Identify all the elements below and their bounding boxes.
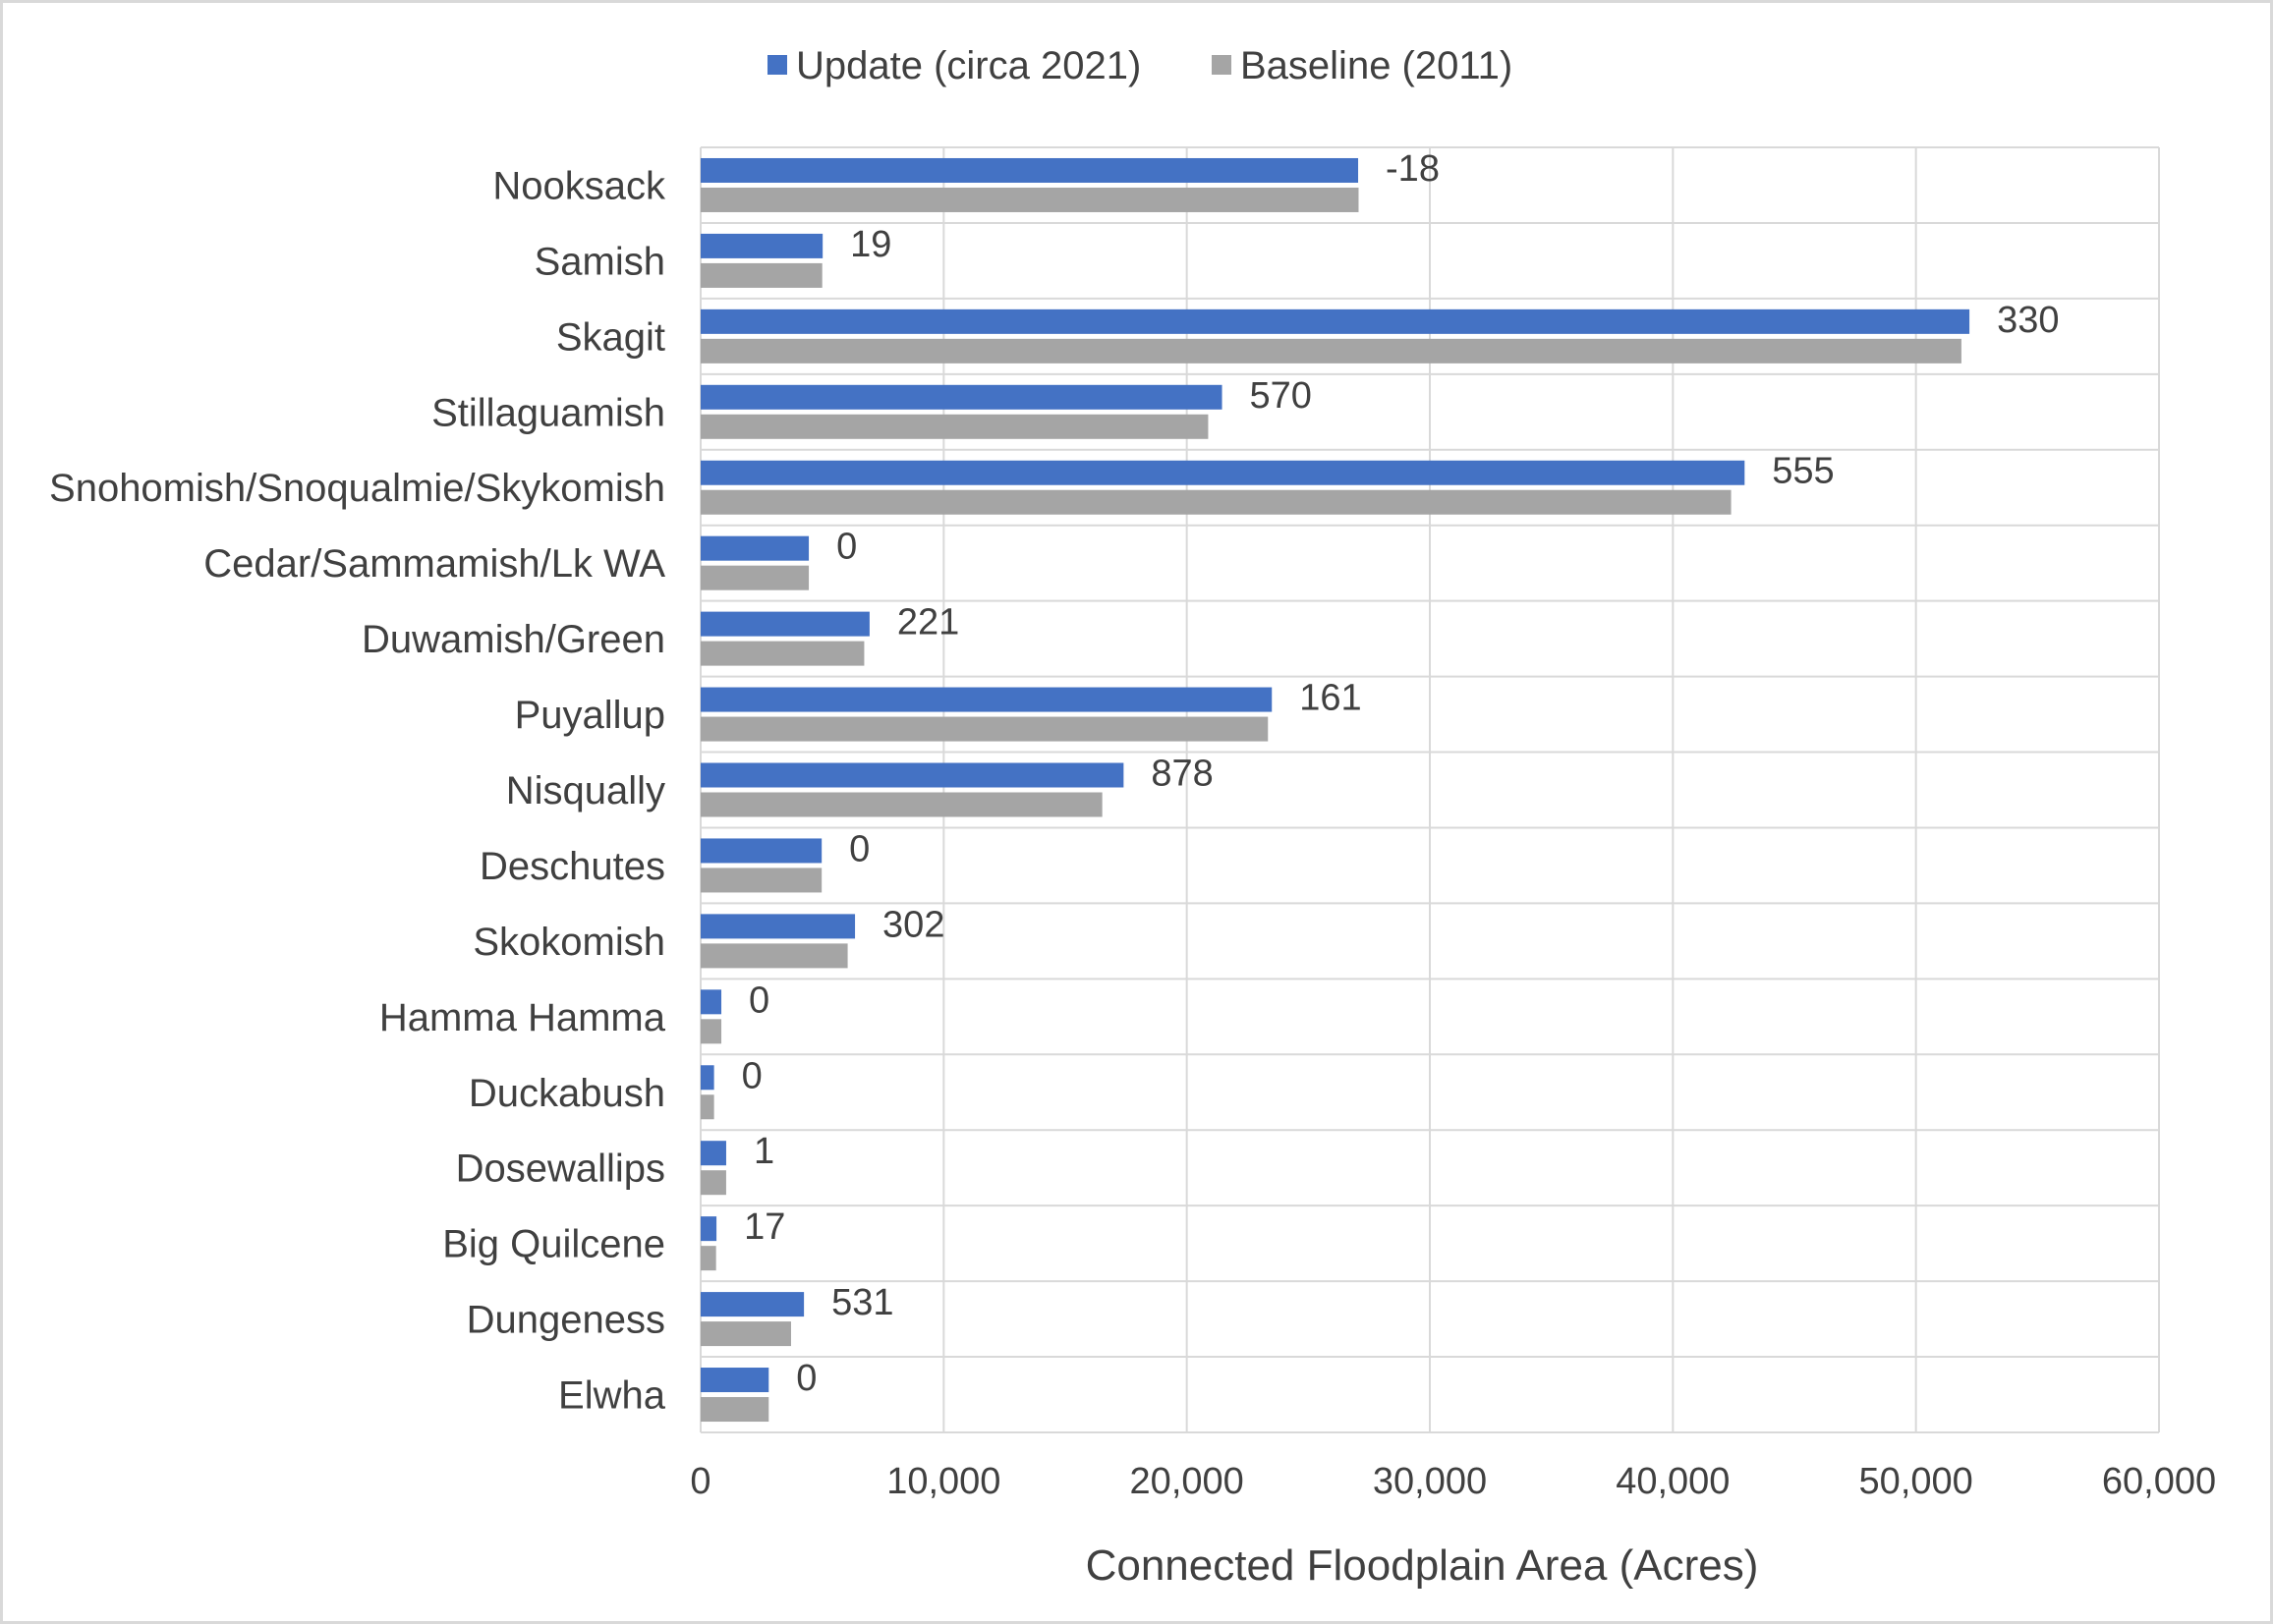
category-label: Deschutes — [480, 845, 665, 888]
bar-update — [701, 1141, 726, 1166]
category-label: Hamma Hamma — [379, 996, 666, 1039]
bar-update — [701, 687, 1273, 712]
bar-update — [701, 157, 1359, 183]
bar-update — [701, 611, 870, 637]
bar-update — [701, 914, 856, 939]
data-label: 0 — [849, 828, 870, 869]
x-tick-label: 20,000 — [1130, 1461, 1244, 1502]
data-label: -18 — [1386, 148, 1440, 190]
bars — [701, 157, 1970, 1423]
bar-update — [701, 460, 1745, 485]
x-tick-label: 10,000 — [886, 1461, 1000, 1502]
bar-baseline — [701, 1321, 791, 1347]
bar-update — [701, 762, 1124, 788]
x-axis-title: Connected Floodplain Area (Acres) — [1086, 1541, 1759, 1590]
bar-baseline — [701, 943, 848, 969]
x-tick-label: 0 — [690, 1461, 710, 1502]
bar-baseline — [701, 1397, 769, 1423]
category-label: Samish — [535, 240, 665, 283]
data-label: 330 — [1997, 300, 2059, 341]
bar-baseline — [701, 414, 1209, 439]
data-label: 17 — [744, 1206, 785, 1248]
data-label: 0 — [742, 1055, 763, 1096]
category-label: Elwha — [558, 1374, 666, 1418]
bar-baseline — [701, 1094, 714, 1120]
data-label: 221 — [897, 602, 959, 644]
data-label: 19 — [850, 224, 891, 265]
bar-baseline — [701, 1019, 722, 1044]
x-tick-label: 30,000 — [1373, 1461, 1487, 1502]
bar-baseline — [701, 792, 1103, 817]
legend-label-baseline: Baseline (2011) — [1240, 44, 1512, 87]
x-tick-labels: 0 10,000 20,000 30,000 40,000 50,000 60,000 — [690, 1461, 2216, 1502]
data-label: 0 — [836, 527, 857, 568]
category-label: Duwamish/Green — [362, 618, 665, 661]
bar-baseline — [701, 187, 1359, 212]
bar-baseline — [701, 565, 810, 590]
data-label: 570 — [1250, 375, 1312, 417]
x-tick-label: 50,000 — [1859, 1461, 1973, 1502]
data-label: 161 — [1299, 678, 1361, 719]
bar-update — [701, 1216, 717, 1242]
x-tick-label: 40,000 — [1616, 1461, 1730, 1502]
data-labels: -18 19 330 570 555 0 221 161 878 0 302 0 0 1 17 531 0 — [742, 148, 2060, 1399]
category-label: Duckabush — [469, 1072, 665, 1115]
category-label: Skokomish — [473, 921, 665, 964]
category-label: Dosewallips — [456, 1148, 665, 1191]
category-label: Big Quilcene — [442, 1223, 665, 1266]
bar-baseline — [701, 489, 1732, 515]
legend-swatch-baseline — [1212, 55, 1231, 75]
bar-update — [701, 233, 824, 258]
category-label: Nooksack — [492, 164, 666, 207]
category-labels: Nooksack Samish Skagit Stillaguamish Snohomi… — [49, 164, 666, 1417]
category-label: Snohomish/Snoqualmie/Skykomish — [49, 467, 665, 510]
category-label: Nisqually — [506, 769, 665, 812]
category-label: Puyallup — [515, 694, 665, 737]
bar-update — [701, 989, 722, 1015]
bar-update — [701, 535, 810, 561]
bar-update — [701, 384, 1222, 410]
bar-update — [701, 1368, 769, 1393]
bar-update — [701, 838, 823, 864]
bar-baseline — [701, 1170, 726, 1196]
x-tick-label: 60,000 — [2102, 1461, 2216, 1502]
data-label: 531 — [831, 1282, 893, 1323]
bar-baseline — [701, 716, 1269, 742]
bar-update — [701, 1292, 805, 1317]
legend-swatch-update — [767, 55, 787, 75]
category-label: Stillaguamish — [431, 391, 665, 434]
legend: Update (circa 2021) Baseline (2011) — [767, 44, 1512, 87]
legend-label-update: Update (circa 2021) — [796, 44, 1141, 87]
bar-baseline — [701, 868, 823, 893]
data-label: 0 — [796, 1358, 817, 1399]
category-label: Skagit — [556, 315, 665, 359]
bar-baseline — [701, 1246, 716, 1271]
bar-baseline — [701, 641, 865, 666]
data-label: 302 — [882, 904, 944, 945]
data-label: 555 — [1772, 451, 1834, 492]
category-label: Cedar/Sammamish/Lk WA — [203, 542, 665, 586]
category-label: Dungeness — [467, 1299, 665, 1342]
bar-update — [701, 308, 1970, 334]
bar-update — [701, 1065, 714, 1091]
bar-baseline — [701, 262, 823, 288]
bar-baseline — [701, 338, 1961, 364]
data-label: 1 — [754, 1131, 774, 1172]
data-label: 0 — [749, 980, 769, 1021]
data-label: 878 — [1151, 754, 1213, 795]
